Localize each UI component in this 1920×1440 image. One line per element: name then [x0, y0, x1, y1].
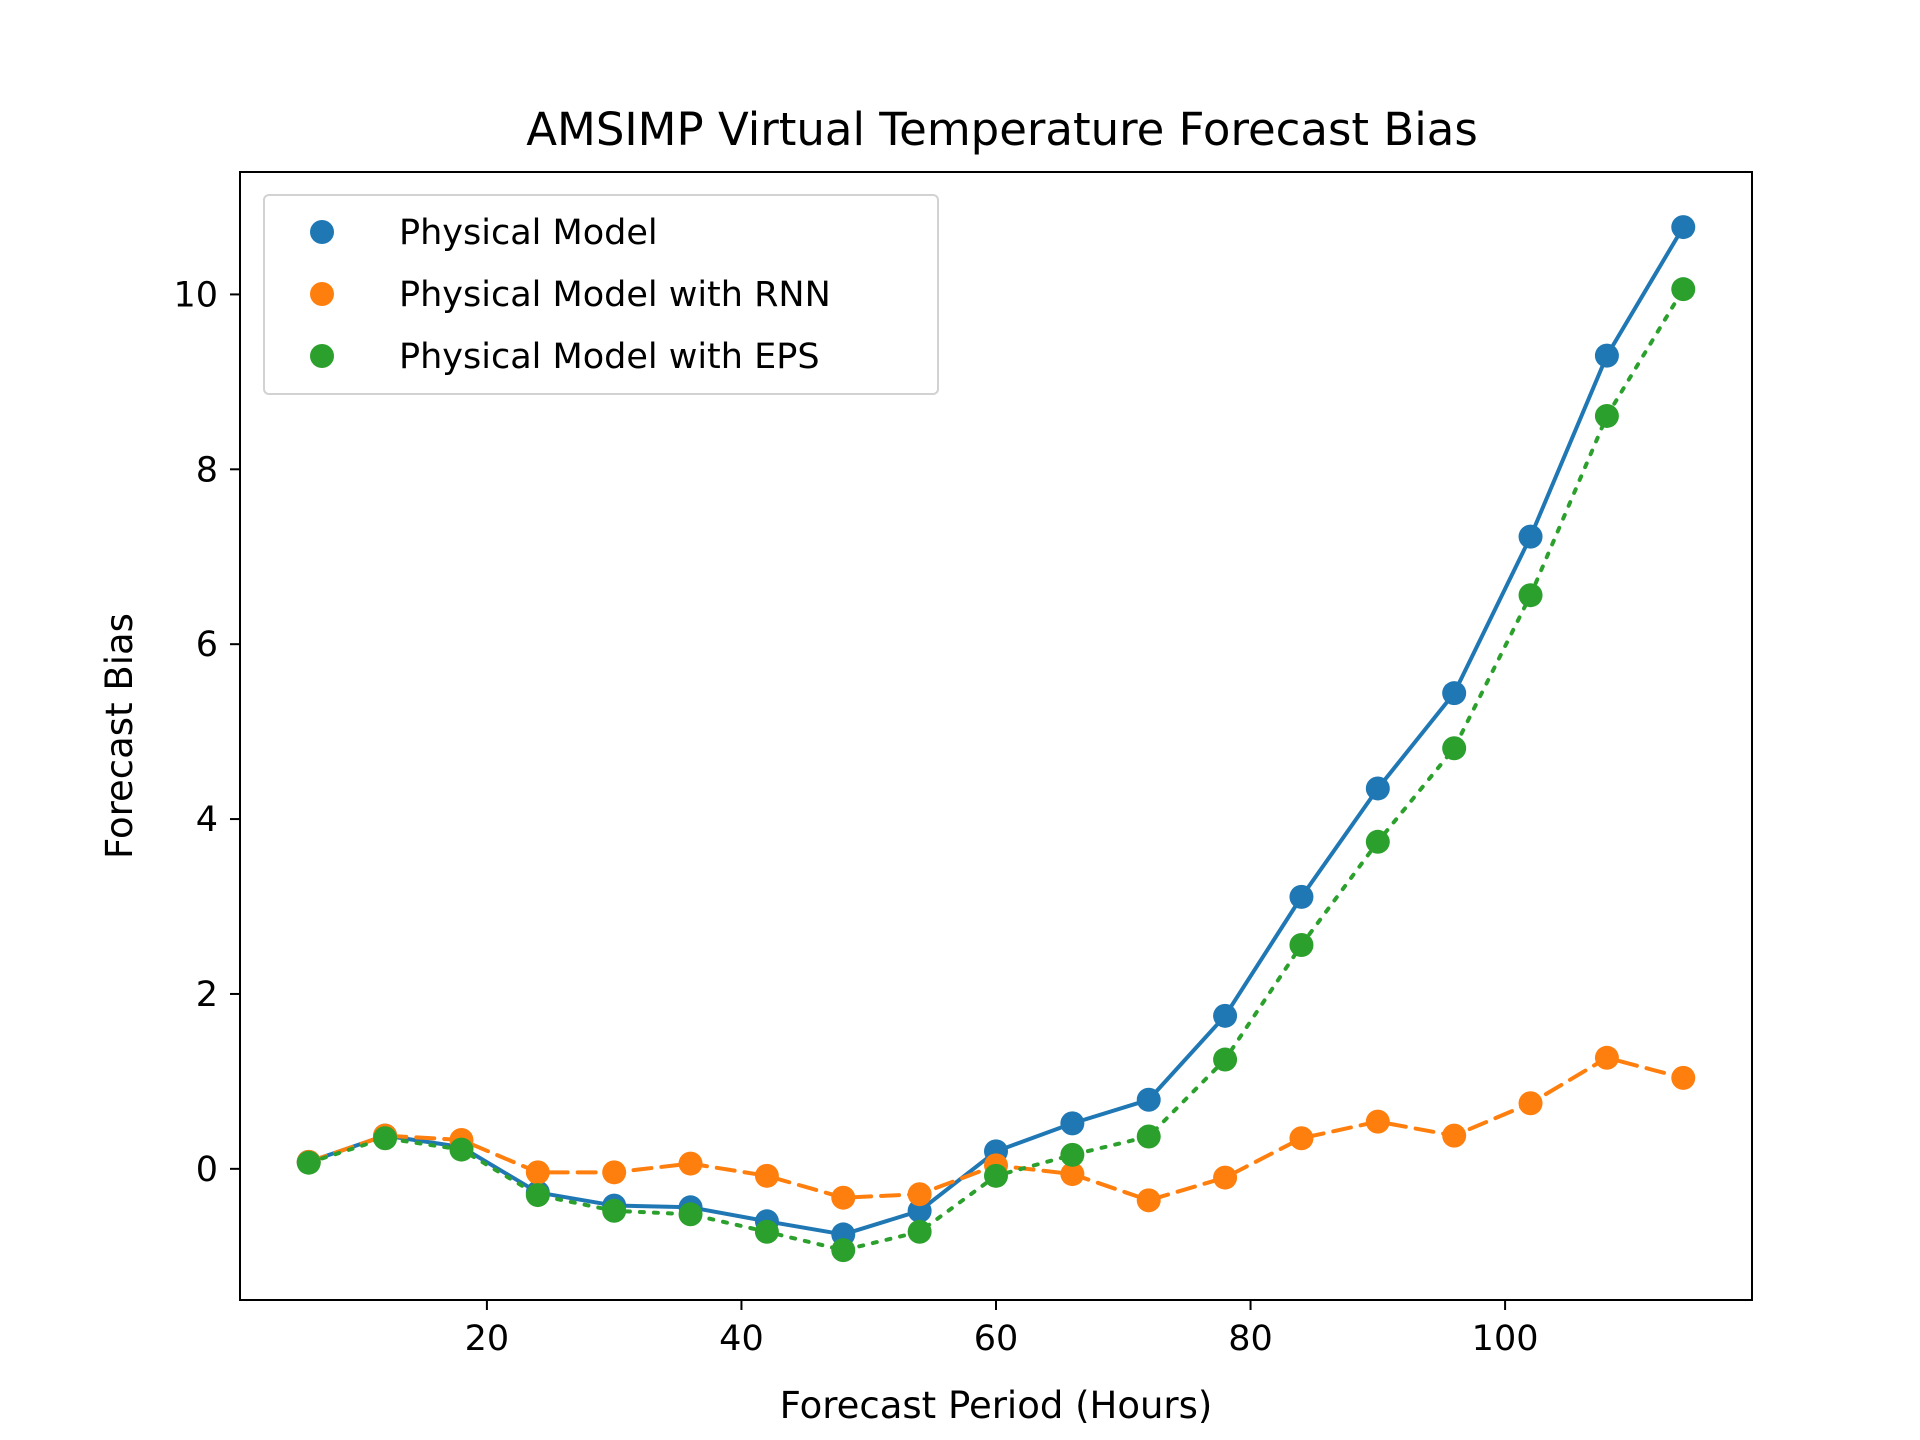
x-axis-label: Forecast Period (Hours) — [780, 1384, 1213, 1427]
physical-model-with-eps-point — [373, 1126, 398, 1151]
physical-model-point — [1518, 524, 1543, 549]
physical-model-with-rnn-point — [1518, 1091, 1543, 1116]
physical-model-with-eps-series — [296, 277, 1696, 1263]
legend-item-physical-model-with-rnn: Physical Model with RNN — [310, 275, 831, 315]
x-tick-label-20: 20 — [465, 1319, 510, 1359]
physical-model-with-rnn-point — [1289, 1126, 1314, 1151]
legend-label-physical-model-with-rnn: Physical Model with RNN — [399, 275, 831, 315]
physical-model-point — [1289, 884, 1314, 909]
physical-model-point — [1060, 1111, 1085, 1136]
legend-item-physical-model: Physical Model — [310, 213, 658, 253]
physical-model-with-eps-point — [984, 1163, 1008, 1188]
physical-model-with-eps-point — [1060, 1142, 1085, 1167]
physical-model-point — [1594, 343, 1619, 368]
x-tick-label-80: 80 — [1228, 1319, 1273, 1359]
physical-model-with-eps-point — [1213, 1047, 1238, 1072]
physical-model-with-eps-point — [907, 1219, 932, 1244]
physical-model-with-rnn-point — [831, 1185, 856, 1210]
legend-label-physical-model: Physical Model — [399, 213, 658, 253]
physical-model-point — [1365, 776, 1390, 801]
physical-model-point — [1442, 681, 1467, 706]
physical-model-with-rnn-point — [1365, 1109, 1390, 1134]
physical-model-with-rnn-point — [1213, 1165, 1238, 1190]
legend-marker-physical-model-with-rnn — [310, 282, 334, 306]
y-tick-label-2: 2 — [196, 975, 218, 1015]
physical-model-with-rnn-point — [1671, 1065, 1696, 1090]
y-axis-label: Forecast Bias — [98, 613, 141, 859]
y-tick-label-8: 8 — [196, 450, 218, 490]
physical-model-with-eps-point — [449, 1137, 474, 1162]
physical-model-with-eps-point — [1365, 829, 1390, 854]
y-tick-label-4: 4 — [196, 800, 218, 840]
legend-items: Physical Model Physical Model with RNN Phy… — [310, 213, 831, 377]
physical-model-with-rnn-point — [1136, 1188, 1161, 1213]
legend-label-physical-model-with-eps: Physical Model with EPS — [399, 337, 820, 377]
legend-marker-physical-model — [310, 220, 334, 244]
plot-frame — [239, 171, 1753, 1301]
legend-box — [263, 194, 939, 395]
physical-model-with-eps-point — [296, 1150, 321, 1175]
physical-model-with-rnn-point — [678, 1151, 703, 1176]
physical-model-with-eps-point — [754, 1219, 779, 1244]
legend-marker-physical-model-with-eps — [310, 344, 334, 368]
physical-model-point — [907, 1198, 932, 1223]
physical-model-point — [1671, 215, 1696, 240]
physical-model-with-rnn-point — [525, 1160, 550, 1185]
physical-model-point — [1213, 1003, 1238, 1028]
physical-model-with-rnn-point — [1060, 1162, 1085, 1187]
x-tick-label-40: 40 — [719, 1319, 764, 1359]
legend: Physical Model Physical Model with RNN Phy… — [263, 194, 939, 395]
x-axis: 20 40 60 80 100 — [465, 1300, 1539, 1359]
physical-model-with-eps-point — [678, 1202, 703, 1227]
legend-item-physical-model-with-eps: Physical Model with EPS — [310, 337, 820, 377]
physical-model-with-rnn-point — [1594, 1045, 1619, 1070]
physical-model-point — [1136, 1087, 1161, 1112]
physical-model-with-eps-point — [1594, 403, 1619, 428]
y-tick-label-0: 0 — [196, 1150, 218, 1190]
y-tick-label-6: 6 — [196, 625, 218, 665]
x-tick-label-60: 60 — [974, 1319, 1019, 1359]
y-axis: 0 2 4 6 8 10 — [173, 275, 240, 1190]
physical-model-with-eps-point — [1518, 583, 1543, 608]
physical-model-with-eps-point — [1671, 277, 1696, 302]
physical-model-with-rnn-point — [602, 1160, 627, 1185]
series-layer — [296, 215, 1696, 1263]
physical-model-with-eps-point — [831, 1238, 856, 1263]
chart-title: AMSIMP Virtual Temperature Forecast Bias — [526, 103, 1478, 156]
physical-model-with-eps-point — [1136, 1124, 1161, 1149]
physical-model-with-eps-point — [1442, 736, 1467, 761]
y-tick-label-10: 10 — [173, 275, 218, 315]
physical-model-with-eps-point — [602, 1198, 627, 1223]
physical-model-with-eps-point — [525, 1183, 550, 1208]
physical-model-with-eps-point — [1289, 932, 1314, 957]
physical-model-with-rnn-point — [754, 1163, 779, 1188]
physical-model-with-rnn-point — [907, 1182, 932, 1207]
x-tick-label-100: 100 — [1472, 1319, 1539, 1359]
physical-model-with-rnn-point — [1442, 1123, 1467, 1148]
